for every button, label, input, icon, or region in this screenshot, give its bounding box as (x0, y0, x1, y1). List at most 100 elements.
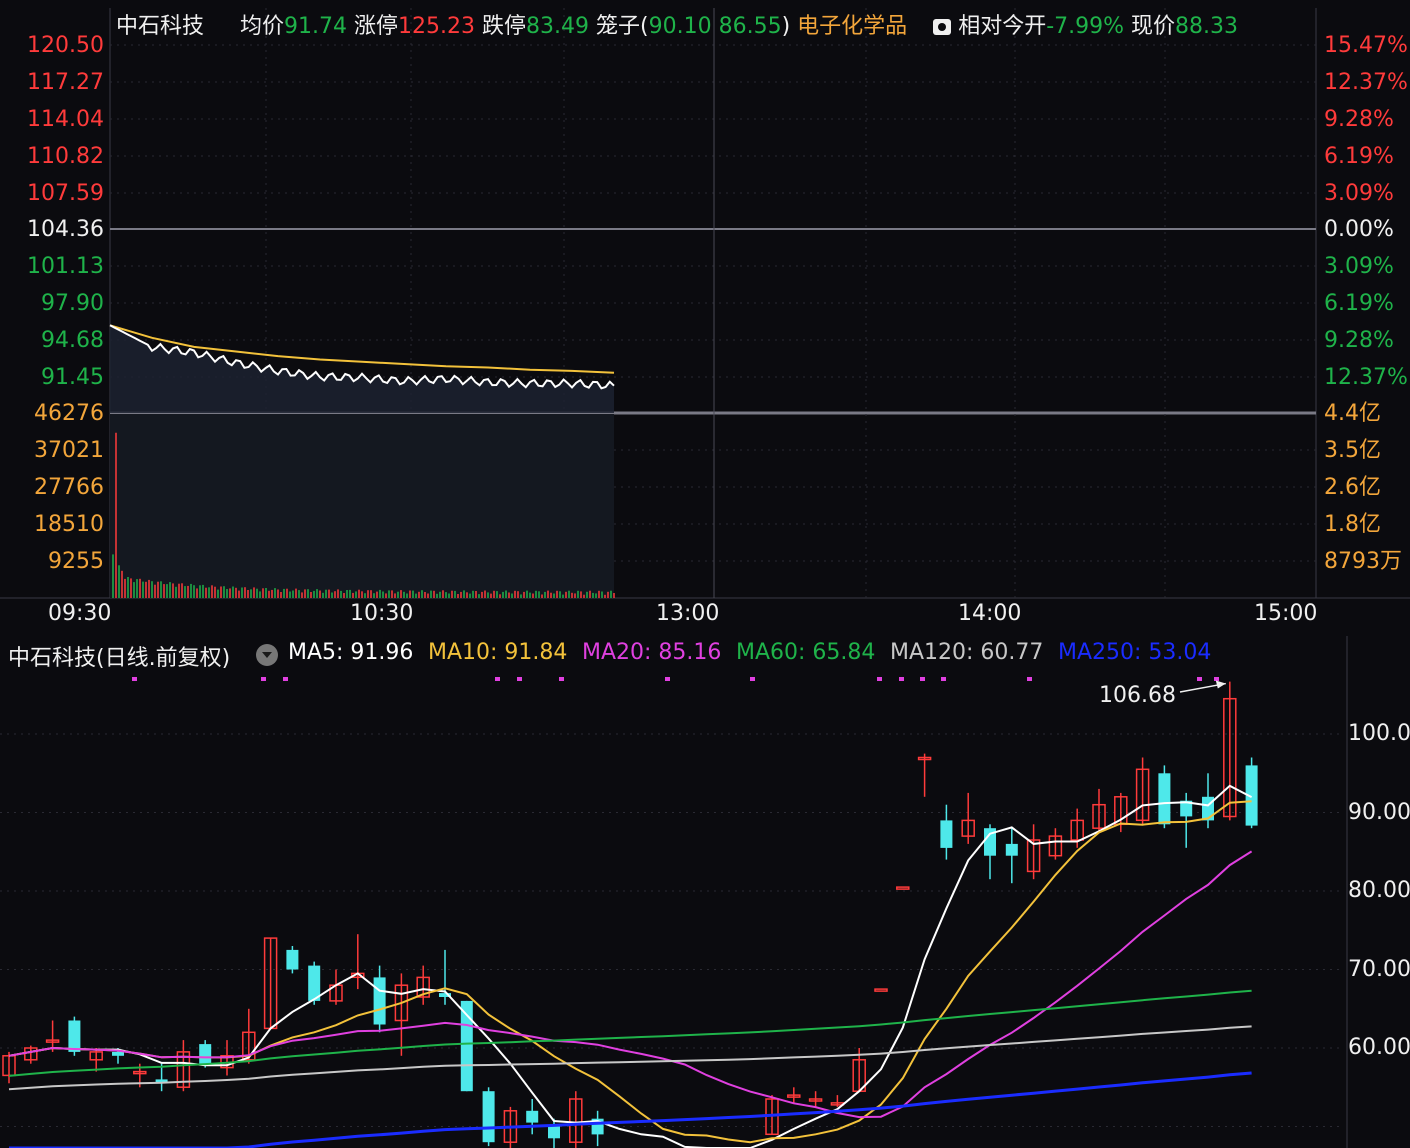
daily-price-tick-label: 80.00 (1348, 878, 1410, 903)
amount-tick-label: 8793万 (1324, 549, 1402, 574)
candle-body (416, 976, 430, 998)
signal-marker (132, 677, 137, 681)
candle-body (569, 1098, 583, 1143)
pct-tick-label: 3.09% (1324, 254, 1394, 279)
daily-price-tick-label: 90.00 (1348, 800, 1410, 825)
signal-marker (941, 677, 946, 681)
ma-legend-item[interactable]: MA250: 53.04 (1058, 640, 1212, 665)
time-tick-label: 15:00 (1254, 601, 1318, 626)
price-tick-label: 94.68 (41, 328, 104, 353)
pct-tick-label: 3.09% (1324, 181, 1394, 206)
candle-body (133, 1070, 147, 1075)
daily-panel: 106.68 中石科技(日线.前复权) MA5: 91.96 MA10: 91.8… (0, 636, 1410, 1148)
daily-price-tick-label: 60.00 (1348, 1035, 1410, 1060)
daily-title[interactable]: 中石科技(日线.前复权) (8, 646, 231, 671)
signal-marker (877, 677, 882, 681)
candle-body (308, 965, 321, 1001)
candle-body (984, 828, 996, 856)
candle-body (1223, 697, 1237, 818)
pct-tick-label: 0.00% (1324, 217, 1394, 242)
volume-tick-label: 46276 (34, 401, 104, 426)
price-tick-label: 107.59 (27, 181, 104, 206)
candle-body (242, 1031, 256, 1061)
candle-body (808, 1098, 823, 1102)
candle-body (1070, 819, 1084, 841)
avg-price-value: 91.74 (284, 14, 348, 39)
ma-line (8, 1025, 1252, 1091)
candle-body (1026, 839, 1041, 873)
candle-body (199, 1044, 212, 1064)
dropdown-icon[interactable] (256, 644, 278, 666)
intraday-panel: 中石科技 均价91.74 涨停125.23 跌停83.49 笼子(90.10 8… (0, 8, 1410, 626)
signal-marker (1214, 677, 1219, 681)
candle-body (874, 988, 888, 992)
cage-label: 笼子( (596, 14, 649, 39)
signal-marker (261, 677, 266, 681)
ma-line (8, 989, 1252, 1077)
volume-tick-label: 27766 (34, 475, 104, 500)
pct-tick-label: 6.19% (1324, 291, 1394, 316)
signal-marker (750, 677, 755, 681)
ma-legend-item[interactable]: MA20: 85.16 (582, 640, 722, 665)
ma-legend-item[interactable]: MA60: 65.84 (736, 640, 876, 665)
pct-tick-label: 6.19% (1324, 144, 1394, 169)
limit-up-value: 125.23 (398, 14, 476, 39)
daily-price-tick-label: 70.00 (1348, 957, 1410, 982)
limit-down-label: 跌停 (482, 14, 527, 39)
sector-label[interactable]: 电子化学品 (797, 14, 908, 39)
candle-body (787, 1094, 801, 1098)
signal-marker (665, 677, 670, 681)
pct-tick-label: 9.28% (1324, 107, 1394, 132)
pct-tick-label: 12.37% (1324, 365, 1408, 390)
price-line (109, 324, 615, 390)
volume-tick-label: 18510 (34, 512, 104, 537)
signal-marker (517, 677, 522, 681)
candle-body (896, 886, 910, 890)
price-tick-label: 91.45 (41, 365, 104, 390)
ma-line (8, 784, 1253, 1148)
candle-body (439, 993, 451, 997)
candle-body (1005, 843, 1018, 856)
cage-value-1: 90.10 (648, 14, 712, 39)
signal-marker (495, 677, 500, 681)
candle-body (89, 1051, 103, 1061)
candle-body (460, 1000, 473, 1092)
daily-price-tick-label: 100.00 (1348, 721, 1410, 746)
camera-icon[interactable] (933, 19, 952, 35)
price-tick-label: 117.27 (27, 70, 104, 95)
candle-body (548, 1126, 560, 1139)
stock-name[interactable]: 中石科技 (116, 14, 205, 39)
ma-legend-item[interactable]: MA10: 91.84 (428, 640, 568, 665)
avg-price-label: 均价 (240, 14, 285, 39)
pct-tick-label: 12.37% (1324, 70, 1408, 95)
price-tick-label: 120.50 (27, 33, 104, 58)
ma-legend-item[interactable]: MA5: 91.96 (288, 640, 414, 665)
relative-open-label: 相对今开 (958, 14, 1047, 39)
cage-close: ) (781, 14, 791, 39)
candle-body (940, 820, 953, 848)
signal-marker (1027, 677, 1032, 681)
limit-up-label: 涨停 (354, 14, 399, 39)
amount-tick-label: 3.5亿 (1324, 438, 1381, 463)
current-price-label: 现价 (1131, 14, 1176, 39)
candle-body (1180, 800, 1193, 817)
candle-body (526, 1110, 539, 1123)
candle-body (112, 1051, 124, 1056)
candle-body (1048, 835, 1063, 857)
high-price-annotation: 106.68 (1099, 683, 1176, 708)
candle-body (961, 819, 975, 837)
avg-price-line (109, 324, 615, 374)
candle-body (917, 756, 932, 761)
daily-candlestick-chart: 106.68 (0, 636, 1348, 1148)
time-tick-label: 09:30 (48, 601, 112, 626)
cage-value-2: 86.55 (718, 14, 782, 39)
amount-tick-label: 4.4亿 (1324, 401, 1381, 426)
limit-down-value: 83.49 (526, 14, 590, 39)
signal-marker (920, 677, 925, 681)
ma-legend-item[interactable]: MA120: 60.77 (890, 640, 1044, 665)
price-tick-label: 110.82 (27, 144, 104, 169)
volume-tick-label: 37021 (34, 438, 104, 463)
candle-body (68, 1020, 81, 1052)
signal-marker (899, 677, 904, 681)
candle-body (45, 1039, 60, 1043)
